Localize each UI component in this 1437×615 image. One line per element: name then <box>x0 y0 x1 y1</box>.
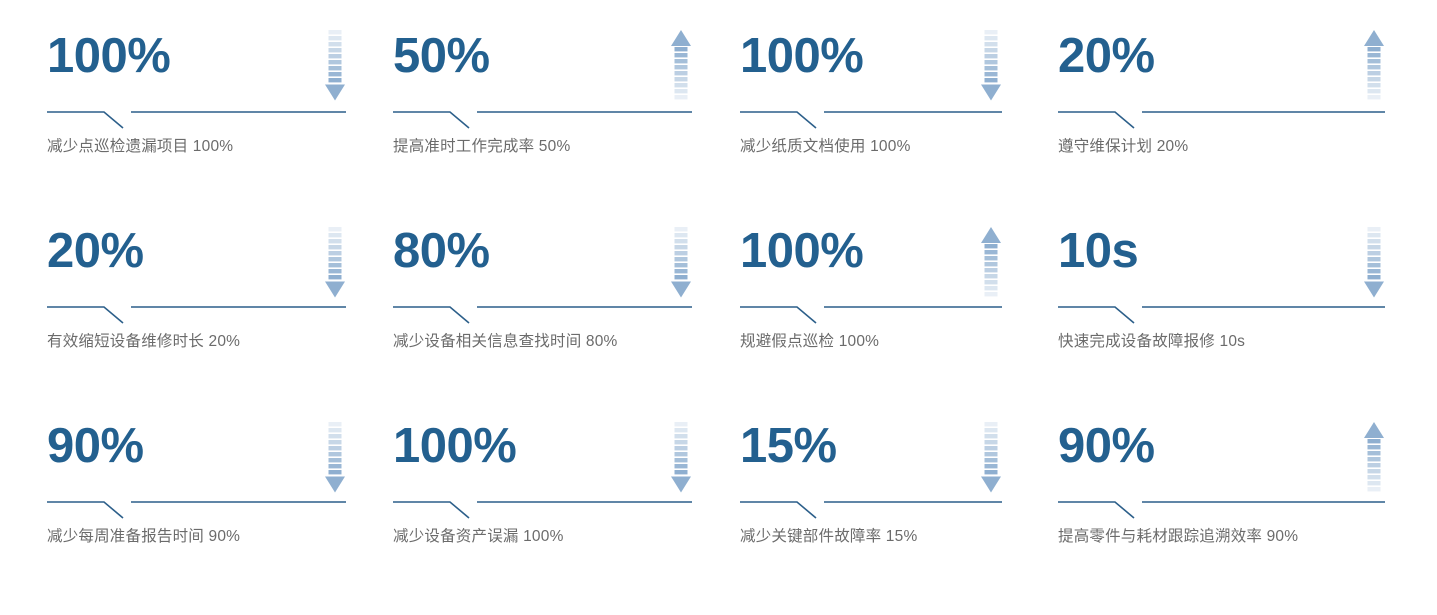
arrow-up-icon <box>1363 30 1385 106</box>
arrow-down-icon <box>980 422 1002 498</box>
stat-label: 提高准时工作完成率 50% <box>393 138 571 155</box>
stat-label: 减少关键部件故障率 15% <box>740 528 918 545</box>
stat-card: 10s 快速完成设备故障报修 10s <box>1058 217 1385 412</box>
stat-card: 15% 减少关键部件故障率 15% <box>740 412 1058 615</box>
stat-underline-swoosh <box>1058 496 1385 519</box>
stat-underline-swoosh <box>1058 301 1385 324</box>
arrow-down-icon <box>324 30 346 106</box>
stat-underline-swoosh <box>393 106 692 129</box>
stat-label: 有效缩短设备维修时长 20% <box>47 333 241 350</box>
stat-card-inner: 100% 减少点巡检遗漏项目 100% <box>47 22 346 217</box>
stat-card: 20% 遵守维保计划 20% <box>1058 22 1385 217</box>
arrow-down-icon <box>670 422 692 498</box>
arrow-down-icon <box>324 422 346 498</box>
stat-label: 减少点巡检遗漏项目 100% <box>47 138 234 155</box>
stat-card: 20% 有效缩短设备维修时长 20% <box>47 217 393 412</box>
arrow-down-icon <box>1363 227 1385 303</box>
stat-card-inner: 90% 提高零件与耗材跟踪追溯效率 90% <box>1058 412 1385 615</box>
stat-card: 50% 提高准时工作完成率 50% <box>393 22 740 217</box>
stat-underline-swoosh <box>740 496 1002 519</box>
stat-label: 减少每周准备报告时间 90% <box>47 528 241 545</box>
stat-label: 减少纸质文档使用 100% <box>740 138 911 155</box>
stat-card: 100% 减少点巡检遗漏项目 100% <box>47 22 393 217</box>
stat-value: 100% <box>47 29 171 83</box>
stat-underline-swoosh <box>47 301 346 324</box>
stat-card-inner: 50% 提高准时工作完成率 50% <box>393 22 692 217</box>
stat-card-inner: 15% 减少关键部件故障率 15% <box>740 412 1002 615</box>
stat-underline-swoosh <box>740 106 1002 129</box>
arrow-down-icon <box>670 227 692 303</box>
stat-card: 80% 减少设备相关信息查找时间 80% <box>393 217 740 412</box>
stat-value: 100% <box>740 29 864 83</box>
stat-value: 90% <box>47 419 144 473</box>
stat-value: 15% <box>740 419 837 473</box>
stat-card-inner: 20% 有效缩短设备维修时长 20% <box>47 217 346 412</box>
stat-underline-swoosh <box>47 496 346 519</box>
stat-value: 100% <box>740 224 864 278</box>
stat-value: 10s <box>1058 224 1139 278</box>
arrow-down-icon <box>980 30 1002 106</box>
stat-value: 20% <box>47 224 144 278</box>
stat-value: 50% <box>393 29 490 83</box>
arrow-up-icon <box>980 227 1002 303</box>
stat-label: 减少设备相关信息查找时间 80% <box>393 333 618 350</box>
stat-label: 遵守维保计划 20% <box>1058 138 1189 155</box>
stat-card: 100% 规避假点巡检 100% <box>740 217 1058 412</box>
stat-label: 提高零件与耗材跟踪追溯效率 90% <box>1058 528 1299 545</box>
stat-underline-swoosh <box>393 301 692 324</box>
stat-label: 规避假点巡检 100% <box>740 333 880 350</box>
stat-card: 90% 减少每周准备报告时间 90% <box>47 412 393 615</box>
stat-card: 100% 减少设备资产误漏 100% <box>393 412 740 615</box>
arrow-up-icon <box>670 30 692 106</box>
stat-card-inner: 80% 减少设备相关信息查找时间 80% <box>393 217 692 412</box>
stat-label: 快速完成设备故障报修 10s <box>1058 333 1246 350</box>
stat-card-inner: 100% 减少纸质文档使用 100% <box>740 22 1002 217</box>
arrow-down-icon <box>324 227 346 303</box>
arrow-up-icon <box>1363 422 1385 498</box>
stat-value: 90% <box>1058 419 1155 473</box>
stat-card-inner: 90% 减少每周准备报告时间 90% <box>47 412 346 615</box>
stat-card: 90% 提高零件与耗材跟踪追溯效率 90% <box>1058 412 1385 615</box>
stat-underline-swoosh <box>47 106 346 129</box>
stat-card-inner: 100% 规避假点巡检 100% <box>740 217 1002 412</box>
stat-value: 20% <box>1058 29 1155 83</box>
stat-label: 减少设备资产误漏 100% <box>393 528 564 545</box>
stat-underline-swoosh <box>1058 106 1385 129</box>
stat-underline-swoosh <box>740 301 1002 324</box>
stat-underline-swoosh <box>393 496 692 519</box>
stat-card-inner: 20% 遵守维保计划 20% <box>1058 22 1385 217</box>
stat-card-inner: 10s 快速完成设备故障报修 10s <box>1058 217 1385 412</box>
stat-value: 80% <box>393 224 490 278</box>
stat-card-inner: 100% 减少设备资产误漏 100% <box>393 412 692 615</box>
stat-card: 100% 减少纸质文档使用 100% <box>740 22 1058 217</box>
stat-value: 100% <box>393 419 517 473</box>
